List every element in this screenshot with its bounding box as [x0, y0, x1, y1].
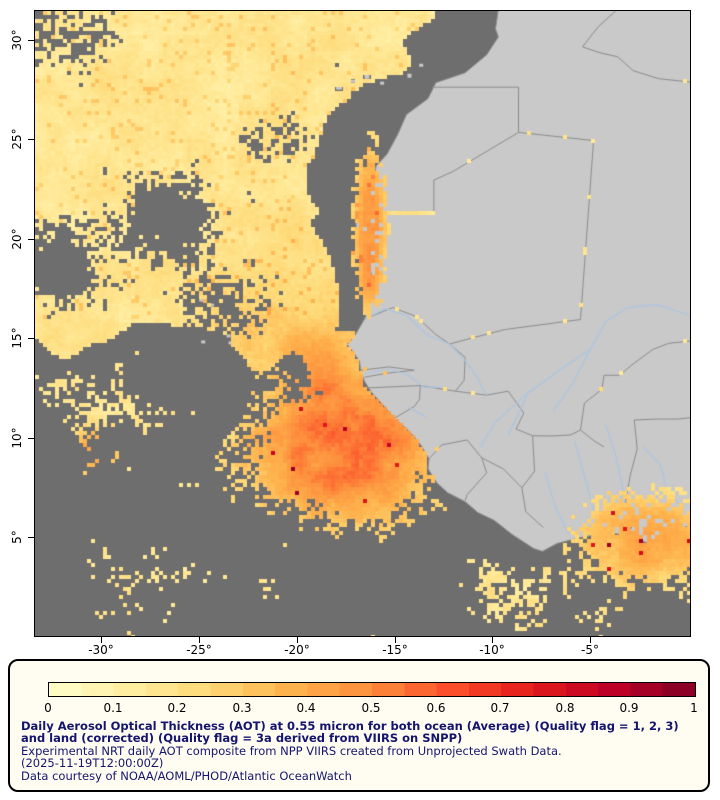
colorbar-tick-label: 0.7	[490, 701, 510, 715]
colorbar	[48, 682, 696, 697]
y-axis-tick	[28, 338, 34, 339]
x-axis-label--30: -30°	[88, 643, 114, 657]
y-axis-tick	[28, 40, 34, 41]
colorbar-tick-label: 0.4	[296, 701, 316, 715]
x-axis-tick	[590, 637, 591, 643]
x-axis-tick	[492, 637, 493, 643]
y-axis-label-20: 20°	[10, 228, 24, 250]
colorbar-tick-label: 0	[44, 701, 52, 715]
x-axis-label--5: -5°	[581, 643, 599, 657]
colorbar-tick-label: 0.2	[167, 701, 187, 715]
caption-line-experimental: Experimental NRT daily AOT composite fro…	[21, 743, 562, 758]
y-axis-label-15: 15°	[10, 327, 24, 349]
colorbar-tick-label: 0.6	[426, 701, 446, 715]
x-axis-tick	[297, 637, 298, 643]
y-axis-tick	[28, 438, 34, 439]
colorbar-tick-label: 1	[690, 701, 698, 715]
x-axis-label--25: -25°	[186, 643, 212, 657]
map-plot-area	[34, 10, 691, 637]
x-axis-label--15: -15°	[382, 643, 408, 657]
caption-title: Daily Aerosol Optical Thickness (AOT) at…	[21, 719, 679, 746]
y-axis-tick	[28, 537, 34, 538]
x-axis-label--20: -20°	[284, 643, 310, 657]
y-axis-label-30: 30°	[10, 29, 24, 51]
x-axis-tick	[199, 637, 200, 643]
y-axis-label-10: 10°	[10, 427, 24, 449]
caption: Daily Aerosol Optical Thickness (AOT) at…	[21, 720, 689, 782]
colorbar-tick-label: 0.8	[555, 701, 575, 715]
y-axis-label-5: 5°	[10, 530, 24, 544]
caption-timestamp: (2025-11-19T12:00:00Z)	[21, 756, 164, 771]
colorbar-tick-label: 0.5	[361, 701, 381, 715]
caption-credit: Data courtesy of NOAA/AOML/PHOD/Atlantic…	[21, 768, 352, 783]
y-axis-label-25: 25°	[10, 128, 24, 150]
legend-box: 0 0.1 0.2 0.3 0.4 0.5 0.6 0.7 0.8 0.9 1 …	[8, 659, 710, 792]
y-axis-tick	[28, 239, 34, 240]
x-axis-tick	[101, 637, 102, 643]
x-axis-tick	[395, 637, 396, 643]
aot-map-image	[35, 11, 690, 636]
colorbar-tick-label: 0.9	[619, 701, 639, 715]
colorbar-tick-label: 0.3	[232, 701, 252, 715]
y-axis-tick	[28, 139, 34, 140]
colorbar-tick-label: 0.1	[103, 701, 123, 715]
x-axis-label--10: -10°	[479, 643, 505, 657]
